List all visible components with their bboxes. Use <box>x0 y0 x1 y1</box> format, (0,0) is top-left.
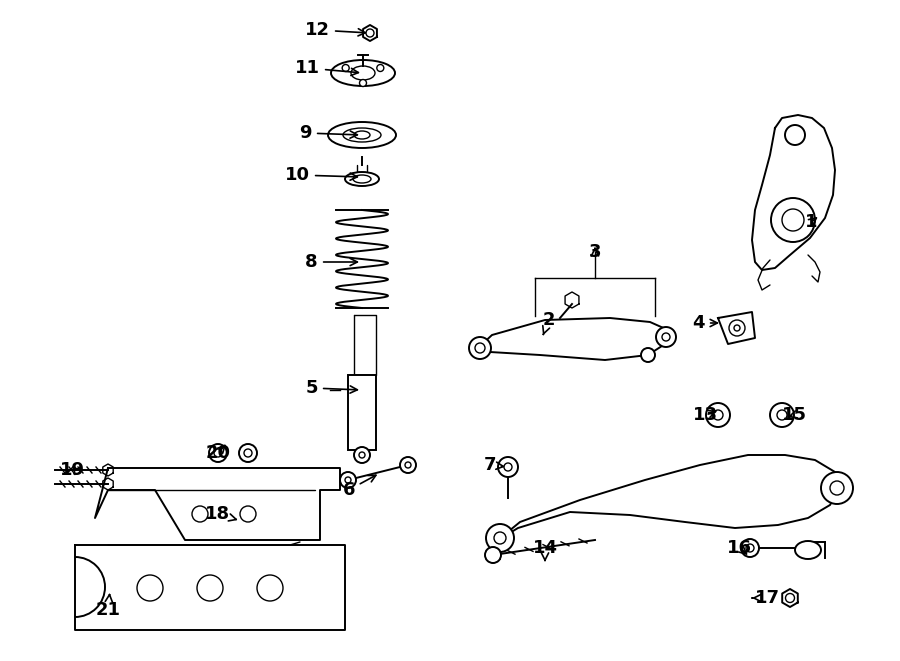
Text: 7: 7 <box>483 456 503 474</box>
Text: 16: 16 <box>727 539 752 557</box>
Text: 20: 20 <box>205 444 230 462</box>
Circle shape <box>214 449 222 457</box>
Polygon shape <box>478 318 668 360</box>
Text: 8: 8 <box>305 253 357 271</box>
Text: 6: 6 <box>343 475 376 499</box>
Circle shape <box>734 325 740 331</box>
Circle shape <box>400 457 416 473</box>
Bar <box>348 375 376 450</box>
Circle shape <box>342 65 349 71</box>
Circle shape <box>209 444 227 462</box>
Ellipse shape <box>351 66 375 80</box>
Text: 13: 13 <box>693 406 718 424</box>
Text: 3: 3 <box>589 243 601 261</box>
Circle shape <box>377 65 383 71</box>
Circle shape <box>257 575 283 601</box>
Ellipse shape <box>343 128 381 142</box>
Text: 1: 1 <box>805 213 817 231</box>
Circle shape <box>405 462 411 468</box>
Circle shape <box>777 410 787 420</box>
Ellipse shape <box>354 131 370 139</box>
Circle shape <box>486 524 514 552</box>
Circle shape <box>354 447 370 463</box>
Text: 11: 11 <box>295 59 358 77</box>
Circle shape <box>641 348 655 362</box>
Text: 19: 19 <box>60 461 85 479</box>
Polygon shape <box>75 545 345 630</box>
Circle shape <box>469 337 491 359</box>
Circle shape <box>192 506 208 522</box>
Circle shape <box>359 452 365 458</box>
Ellipse shape <box>331 60 395 86</box>
Text: 14: 14 <box>533 539 557 561</box>
Circle shape <box>821 472 853 504</box>
Circle shape <box>239 444 257 462</box>
Circle shape <box>746 544 754 552</box>
Circle shape <box>240 506 256 522</box>
Circle shape <box>785 125 805 145</box>
Circle shape <box>244 449 252 457</box>
Text: 17: 17 <box>752 589 780 607</box>
Circle shape <box>137 575 163 601</box>
Text: 9: 9 <box>300 124 357 142</box>
Text: 21: 21 <box>95 594 121 619</box>
Circle shape <box>786 594 795 602</box>
Polygon shape <box>752 115 835 270</box>
Circle shape <box>830 481 844 495</box>
Text: 5: 5 <box>305 379 357 397</box>
Circle shape <box>485 547 501 563</box>
Circle shape <box>197 575 223 601</box>
Polygon shape <box>498 455 840 540</box>
Circle shape <box>345 477 351 483</box>
Circle shape <box>771 198 815 242</box>
Circle shape <box>494 532 506 544</box>
Circle shape <box>366 29 374 37</box>
Circle shape <box>770 403 794 427</box>
Text: 10: 10 <box>285 166 357 184</box>
Circle shape <box>713 410 723 420</box>
Circle shape <box>359 79 366 87</box>
Polygon shape <box>95 468 340 540</box>
Circle shape <box>782 209 804 231</box>
Text: 4: 4 <box>692 314 717 332</box>
Circle shape <box>340 472 356 488</box>
Ellipse shape <box>328 122 396 148</box>
Circle shape <box>662 333 670 341</box>
Ellipse shape <box>345 172 379 186</box>
Circle shape <box>741 539 759 557</box>
Polygon shape <box>718 312 755 344</box>
Text: 15: 15 <box>782 406 807 424</box>
Ellipse shape <box>353 175 371 183</box>
Ellipse shape <box>795 541 821 559</box>
Circle shape <box>656 327 676 347</box>
Text: 12: 12 <box>305 21 365 39</box>
Circle shape <box>706 403 730 427</box>
Text: 18: 18 <box>205 505 237 523</box>
Circle shape <box>498 457 518 477</box>
Circle shape <box>729 320 745 336</box>
Text: 2: 2 <box>543 311 555 334</box>
Circle shape <box>475 343 485 353</box>
Circle shape <box>504 463 512 471</box>
